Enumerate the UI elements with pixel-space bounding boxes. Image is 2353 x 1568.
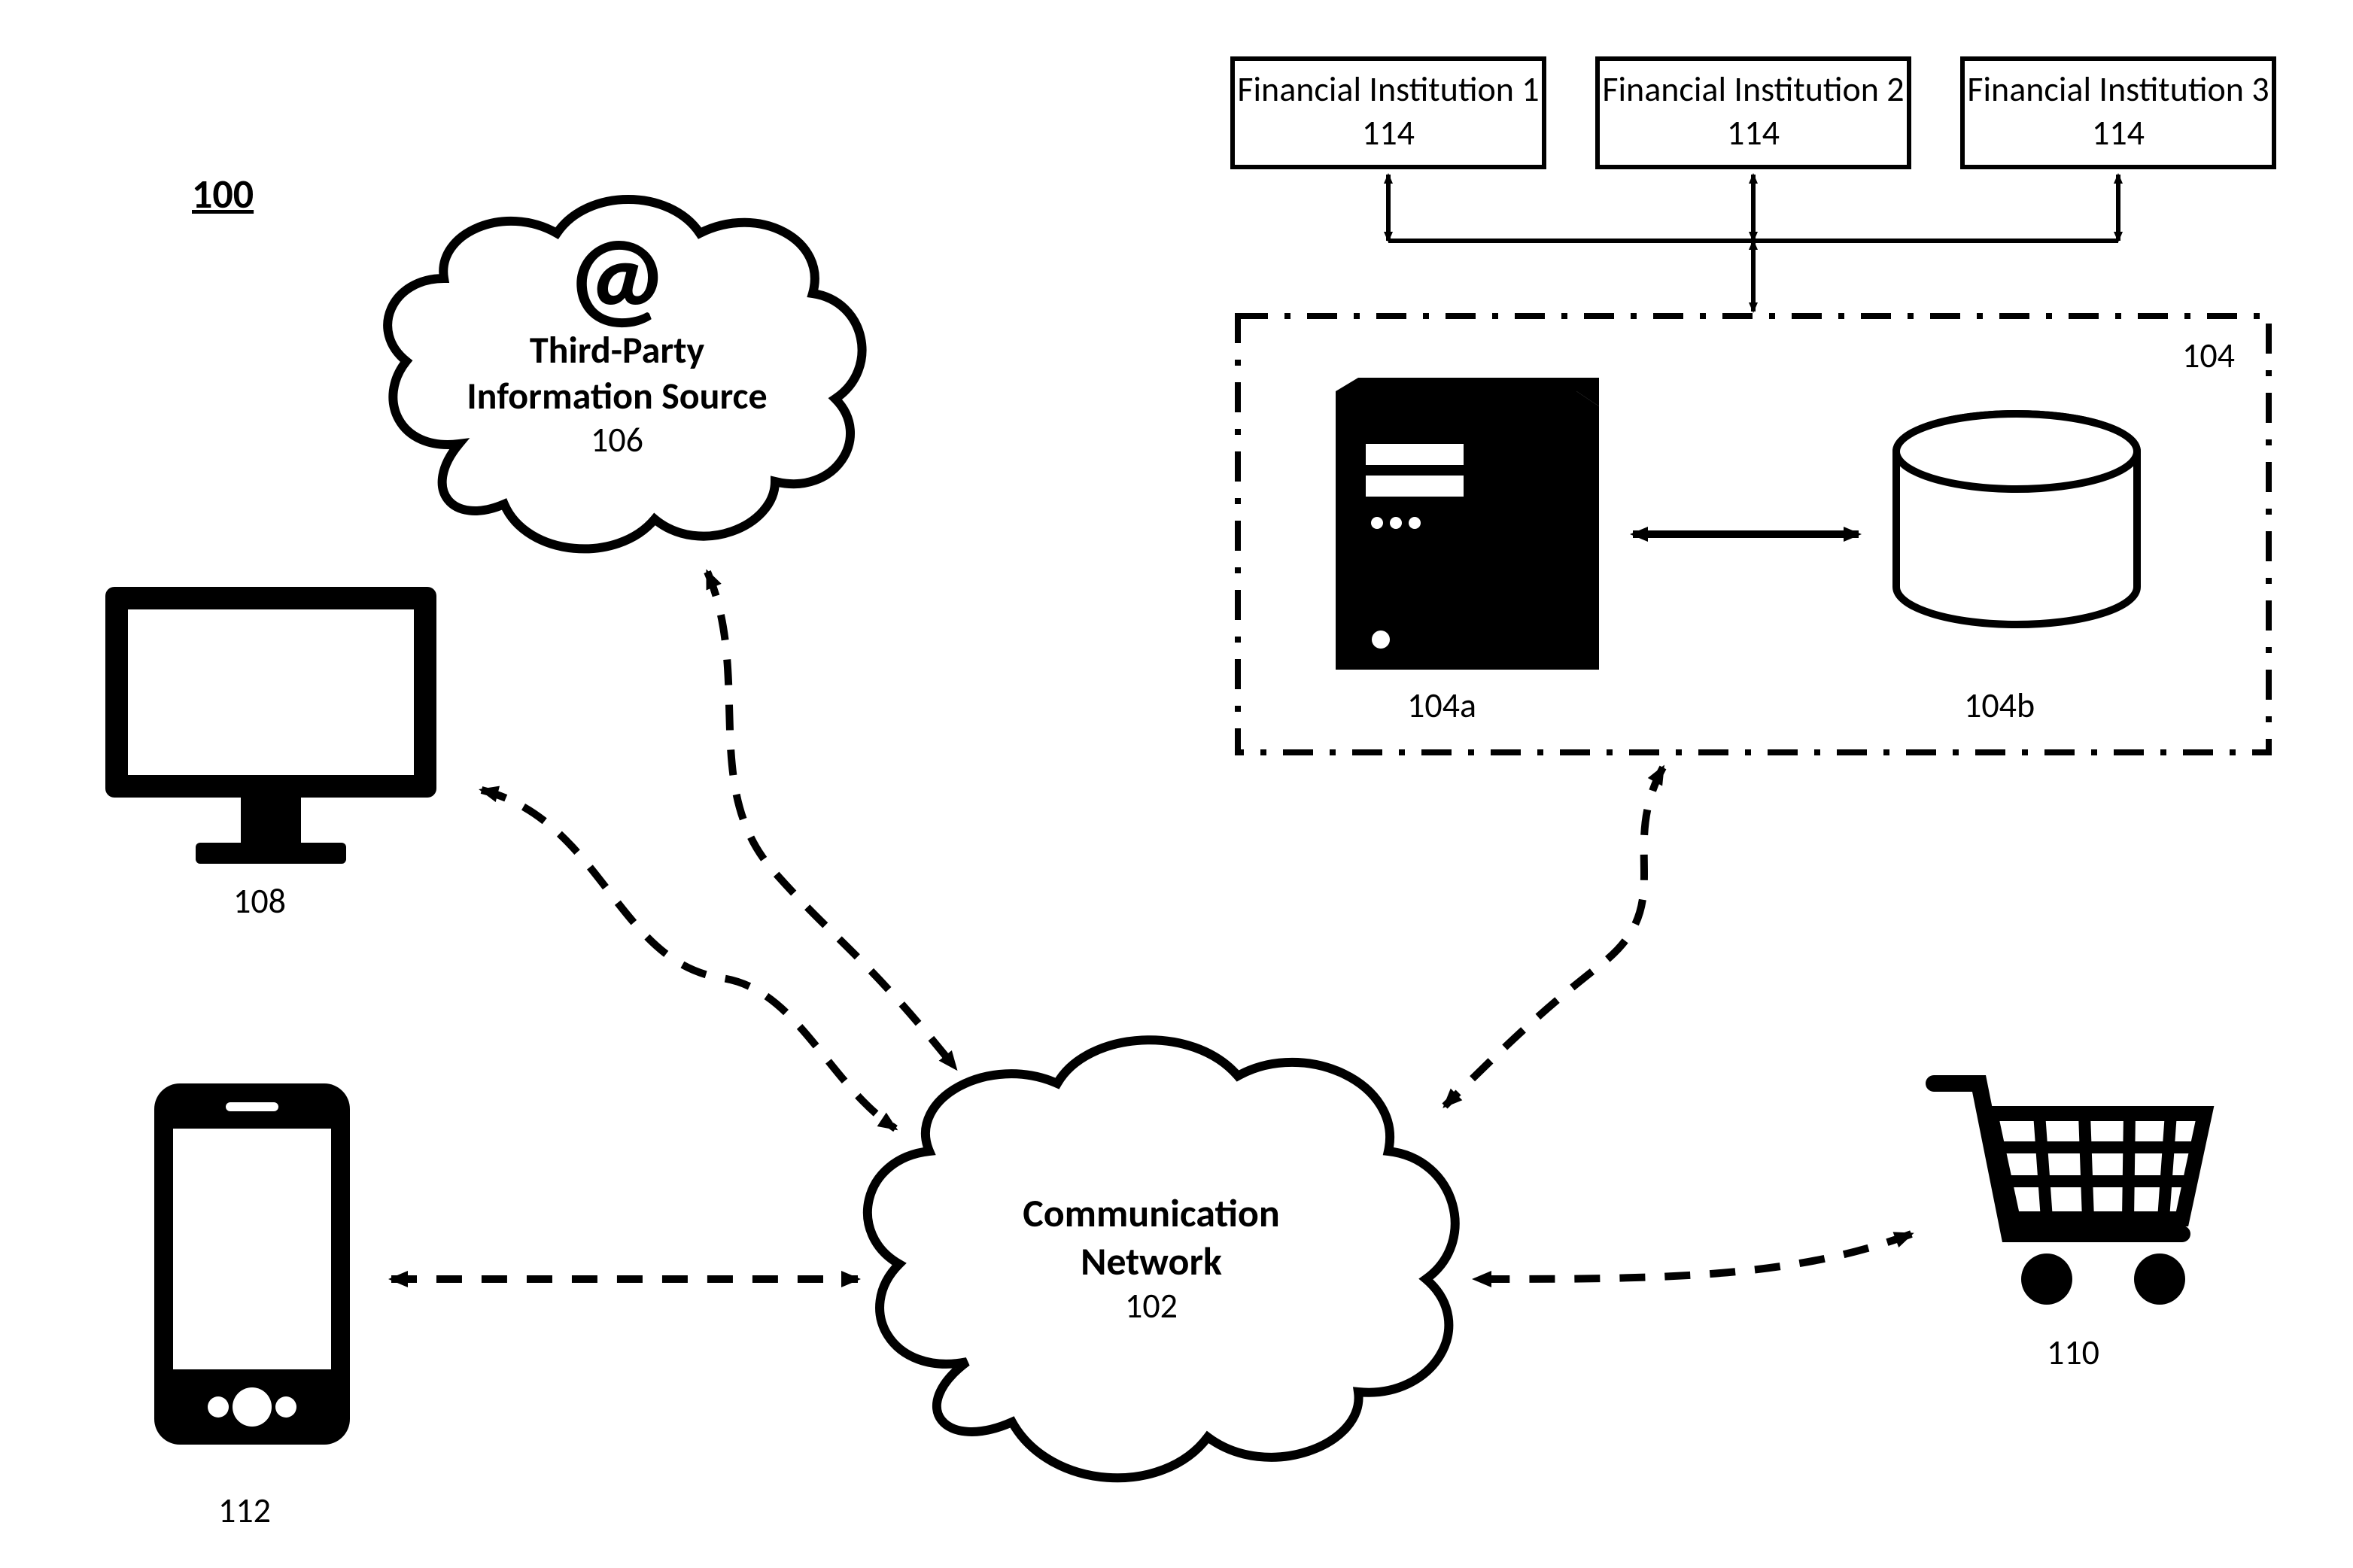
dashed-connectors-svg — [0, 0, 2353, 1568]
edge-108-102 — [482, 790, 895, 1129]
edge-110-102 — [1475, 1234, 1911, 1279]
edge-106-102 — [707, 572, 956, 1068]
edge-104-102 — [1445, 767, 1663, 1106]
diagram-stage: 100 Financial Institution 1 114 Financia… — [0, 0, 2353, 1568]
